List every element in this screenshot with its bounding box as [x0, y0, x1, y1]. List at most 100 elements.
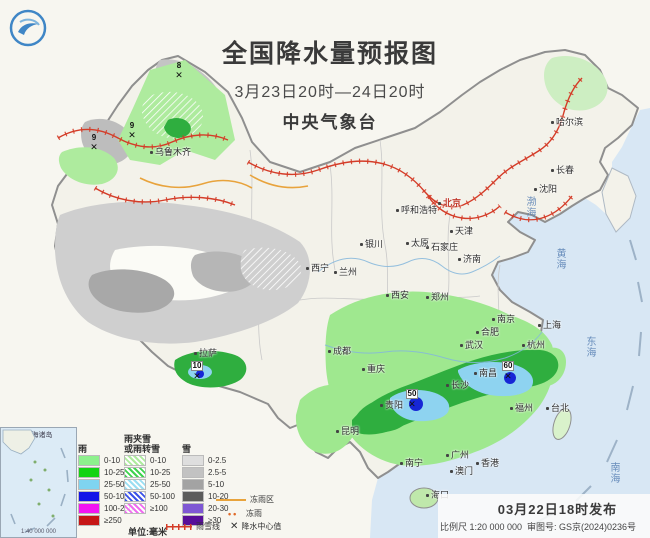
city-label: 贵阳: [380, 401, 403, 410]
legend-row: 0-2.5: [182, 454, 228, 466]
center-value: 9: [129, 121, 135, 130]
legend-row: 0-10: [78, 454, 133, 466]
map-scale: 比例尺 1:20 000 000: [440, 522, 523, 532]
center-value: 50: [405, 389, 419, 399]
rivers: [317, 255, 543, 363]
city-label: 南宁: [400, 459, 423, 468]
legend-swatch: [78, 454, 100, 466]
city-dot: [492, 318, 495, 322]
legend-row: 10-25: [124, 466, 175, 478]
legend-bin-label: 50-100: [104, 491, 129, 501]
legend-row: ≥30: [182, 514, 228, 526]
agency-name: 中央气象台: [282, 113, 378, 132]
city-label: 济南: [458, 255, 481, 264]
center-value: 8: [176, 61, 182, 70]
city-dot: [336, 430, 339, 434]
legend-sleet-title: 雨夹雪 或雨转雪: [124, 434, 161, 454]
forecast-period: 3月23日20时—24日20时: [234, 84, 426, 101]
publish-time: 03月22日18时发布: [497, 502, 618, 517]
rain-spot-50-100: [196, 370, 516, 411]
precip-center-marker: 9 ✕: [122, 120, 142, 140]
city-dot: [522, 344, 525, 348]
city-label: 澳门: [450, 467, 473, 476]
approval-number: 审图号: GS京(2024)0236号: [527, 522, 637, 532]
legend-row: ≥100: [124, 502, 175, 514]
city-label: 武汉: [460, 341, 483, 350]
legend-swatch: [124, 454, 146, 466]
city-label: 重庆: [362, 365, 385, 374]
city-dot: [306, 267, 309, 271]
city-label: 南京: [492, 315, 515, 324]
city-dot: [510, 407, 513, 411]
legend-swatch: [182, 502, 204, 514]
center-x-icon: ✕: [408, 399, 416, 409]
city-dot: [406, 242, 409, 246]
city-dot: [360, 243, 363, 247]
city-dot: [446, 454, 449, 458]
legend-freezing-zone: 冻雨区: [216, 494, 274, 505]
center-x-icon: ✕: [90, 142, 98, 152]
legend-row: ≥250: [78, 514, 133, 526]
city-label: 合肥: [476, 328, 499, 337]
city-label: 成都: [328, 347, 351, 356]
freezing-zone-line-icon: [216, 498, 246, 501]
city-dot: [438, 202, 441, 206]
legend-row: 25-50: [124, 478, 175, 490]
northeast-precip: [544, 56, 608, 111]
city-dot: [426, 494, 429, 498]
city-label: 台北: [546, 404, 569, 413]
freezing-rain-dots-icon: ••: [228, 508, 239, 519]
precip-center-marker: 9 ✕: [84, 132, 104, 152]
legend-bin-label: ≥250: [104, 515, 122, 525]
rain-snow-lines: [56, 76, 584, 223]
city-dot: [380, 404, 383, 408]
precip-center-marker: 60 ✕: [498, 360, 518, 381]
city-label: 郑州: [426, 293, 449, 302]
inset-scale: 1:40 000 000: [20, 529, 57, 535]
legend-bin-label: ≥30: [208, 515, 222, 525]
center-x-icon: ✕: [504, 371, 512, 381]
city-dot: [460, 344, 463, 348]
city-label: 广州: [446, 451, 469, 460]
city-label: 南昌: [474, 369, 497, 378]
map-header: 全国降水量预报图 3月23日20时—24日20时 中央气象台: [175, 34, 485, 133]
legend-row: 0-10: [124, 454, 175, 466]
xinjiang-precip: [58, 60, 235, 185]
legend-bin-label: 10-25: [150, 467, 171, 477]
legend-bin-label: 2.5-5: [208, 467, 227, 477]
rain-snow-line-icon: [166, 523, 192, 530]
legend-bin-label: 0-2.5: [208, 455, 227, 465]
legend-swatch: [78, 466, 100, 478]
city-dot: [328, 350, 331, 354]
legend-swatch: [124, 466, 146, 478]
city-dot: [426, 246, 429, 250]
city-dot: [551, 169, 554, 173]
center-value-x-icon: ✕: [230, 521, 239, 532]
page-title: 全国降水量预报图: [221, 40, 438, 68]
city-dot: [150, 151, 153, 155]
city-dot: [546, 407, 549, 411]
sea-label: 渤海: [524, 196, 535, 218]
city-label: 杭州: [522, 341, 545, 350]
precip-center-marker: 8 ✕: [169, 60, 189, 80]
precip-center-marker: 50 ✕: [402, 388, 422, 409]
city-dot: [476, 462, 479, 466]
city-dot: [450, 230, 453, 234]
city-dot: [386, 294, 389, 298]
center-x-icon: ✕: [193, 371, 201, 381]
korea-peninsula: [601, 167, 637, 233]
legend-sleet-column: 雨夹雪 或雨转雪 0-10 10-25 25-50 50-100 ≥100: [124, 432, 175, 514]
city-label: 西宁: [306, 264, 329, 273]
legend-swatch: [182, 454, 204, 466]
legend-swatch: [124, 502, 146, 514]
city-dot: [458, 258, 461, 262]
legend-row: 50-100: [78, 490, 133, 502]
legend-bin-label: 5-10: [208, 479, 225, 489]
legend-bin-label: 100-250: [104, 503, 134, 513]
city-label: 银川: [360, 240, 383, 249]
city-dot: [450, 470, 453, 474]
city-label: 哈尔滨: [551, 118, 583, 127]
city-label: 长沙: [446, 381, 469, 390]
